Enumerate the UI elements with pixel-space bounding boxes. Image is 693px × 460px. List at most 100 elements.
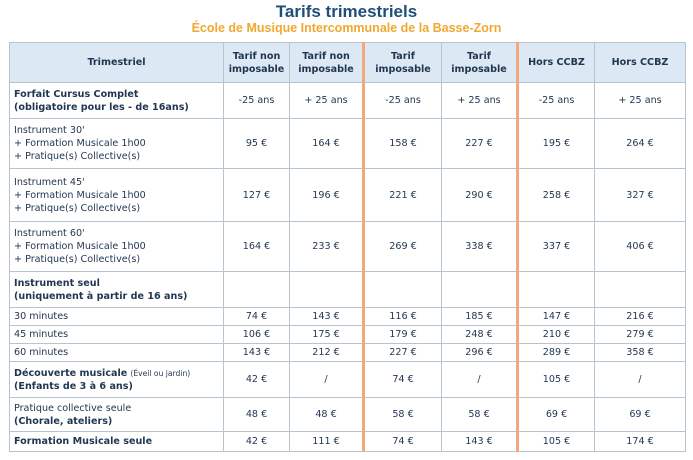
price-cell: 74 € — [362, 361, 442, 398]
header-line: imposable — [451, 63, 507, 75]
header-line: imposable — [228, 63, 285, 75]
price-cell — [362, 271, 442, 308]
row-label-text: + Formation Musicale 1h00 — [14, 241, 146, 252]
price-cell: 69 € — [516, 397, 595, 432]
price-cell: 290 € — [441, 168, 518, 222]
page-subtitle: École de Musique Intercommunale de la Ba… — [191, 21, 502, 35]
price-cell: 95 € — [223, 118, 290, 169]
row-label: Instrument 45' + Formation Musicale 1h00 +… — [9, 168, 224, 222]
header-line: imposable — [375, 63, 431, 75]
row-label-line: 30 minutes — [14, 310, 220, 323]
price-cell: 105 € — [516, 361, 595, 398]
row-label-text: 60 minutes — [14, 347, 69, 358]
header-line: Tarif non — [302, 50, 350, 62]
price-cell — [223, 271, 290, 308]
price-cell: 258 € — [516, 168, 595, 222]
header-line: Hors CCBZ — [528, 57, 585, 68]
price-cell: 105 € — [516, 431, 595, 452]
price-cell: + 25 ans — [289, 82, 364, 119]
price-cell: 221 € — [362, 168, 442, 222]
row-label-line: Instrument seul — [14, 277, 220, 290]
tariff-table: Trimestriel Tarif non imposable Tarif no… — [9, 42, 686, 452]
row-label-text: Instrument 60' — [14, 228, 85, 239]
row-label: Instrument 30' + Formation Musicale 1h00 +… — [9, 118, 224, 169]
header-line: Tarif non — [232, 50, 281, 62]
row-label-text: Instrument 30' — [14, 125, 85, 136]
row-label-text: Forfait Cursus Complet — [14, 88, 139, 100]
price-cell: 296 € — [441, 343, 518, 362]
price-cell: 216 € — [594, 307, 686, 326]
price-cell: 269 € — [362, 221, 442, 272]
price-cell: 179 € — [362, 325, 442, 344]
price-cell: 289 € — [516, 343, 595, 362]
row-label-text: (obligatoire pour les - de 16ans) — [14, 101, 189, 113]
table-row: Formation Musicale seule 42 €111 €74 €143… — [9, 431, 686, 452]
price-cell: 42 € — [223, 361, 290, 398]
price-cell: 227 € — [362, 343, 442, 362]
price-cell: 227 € — [441, 118, 518, 169]
row-label-text: Formation Musicale seule — [14, 436, 153, 447]
row-label-line: Découverte musicale (Éveil ou jardin) — [14, 367, 220, 380]
row-label-line: + Pratique(s) Collective(s) — [14, 253, 220, 266]
row-label-note: (Éveil ou jardin) — [130, 368, 191, 378]
row-label-text: Instrument 45' — [14, 176, 85, 188]
header-trimestriel: Trimestriel — [9, 42, 224, 83]
price-cell: 196 € — [289, 168, 364, 222]
table-row: 60 minutes 143 €212 €227 €296 €289 €358 € — [9, 343, 686, 362]
price-cell: 185 € — [441, 307, 518, 326]
price-cell: 264 € — [594, 118, 686, 169]
price-cell — [441, 271, 518, 308]
price-cell: / — [594, 361, 686, 398]
price-cell: 195 € — [516, 118, 595, 169]
price-cell: -25 ans — [362, 82, 442, 119]
price-cell: 406 € — [594, 221, 686, 272]
row-label-text: Découverte musicale — [14, 367, 128, 379]
row-label-line: + Pratique(s) Collective(s) — [14, 202, 220, 215]
header-col: Tarif non imposable — [223, 42, 290, 83]
row-label-text: + Pratique(s) Collective(s) — [14, 151, 141, 162]
row-label-text: Instrument seul — [14, 277, 100, 289]
price-cell: 127 € — [223, 168, 290, 222]
header-col: Hors CCBZ — [594, 42, 686, 83]
price-cell: / — [289, 361, 364, 398]
price-cell: 42 € — [223, 431, 290, 452]
price-cell: 212 € — [289, 343, 364, 362]
price-cell: 48 € — [289, 397, 364, 432]
price-cell: 143 € — [289, 307, 364, 326]
price-cell — [594, 271, 686, 308]
price-cell: 164 € — [289, 118, 364, 169]
row-label: 45 minutes — [9, 325, 224, 344]
price-cell: 116 € — [362, 307, 442, 326]
row-label-text: (Enfants de 3 à 6 ans) — [14, 380, 133, 392]
row-label-text: Pratique collective seule — [14, 402, 132, 414]
row-label-line: Formation Musicale seule — [14, 435, 220, 448]
header-col: Tarif imposable — [362, 42, 442, 83]
table-header-row: Trimestriel Tarif non imposable Tarif no… — [9, 42, 686, 83]
table-row: Instrument 30' + Formation Musicale 1h00 +… — [9, 118, 686, 169]
price-cell: 358 € — [594, 343, 686, 362]
header-col: Tarif non imposable — [289, 42, 364, 83]
price-cell: 48 € — [223, 397, 290, 432]
row-label-line: + Pratique(s) Collective(s) — [14, 150, 220, 163]
price-cell: 279 € — [594, 325, 686, 344]
row-label: Forfait Cursus Complet (obligatoire pour … — [9, 82, 224, 119]
row-label-text: 30 minutes — [14, 311, 69, 322]
table-row: 30 minutes 74 €143 €116 €185 €147 €216 € — [9, 307, 686, 326]
price-cell: 158 € — [362, 118, 442, 169]
row-label-line: + Formation Musicale 1h00 — [14, 240, 220, 253]
row-label-line: Pratique collective seule — [14, 402, 220, 415]
price-cell: / — [441, 361, 518, 398]
price-cell: 74 € — [223, 307, 290, 326]
price-cell: + 25 ans — [594, 82, 686, 119]
header-col: Hors CCBZ — [516, 42, 595, 83]
price-cell: 174 € — [594, 431, 686, 452]
price-cell: 210 € — [516, 325, 595, 344]
price-cell: 69 € — [594, 397, 686, 432]
price-cell: 58 € — [362, 397, 442, 432]
row-label-text: + Pratique(s) Collective(s) — [14, 202, 141, 214]
price-cell: 233 € — [289, 221, 364, 272]
row-label-line: Instrument 30' — [14, 124, 220, 137]
row-label-line: (obligatoire pour les - de 16ans) — [14, 101, 220, 114]
price-cell: 143 € — [223, 343, 290, 362]
table-row: Instrument 45' + Formation Musicale 1h00 +… — [9, 168, 686, 222]
